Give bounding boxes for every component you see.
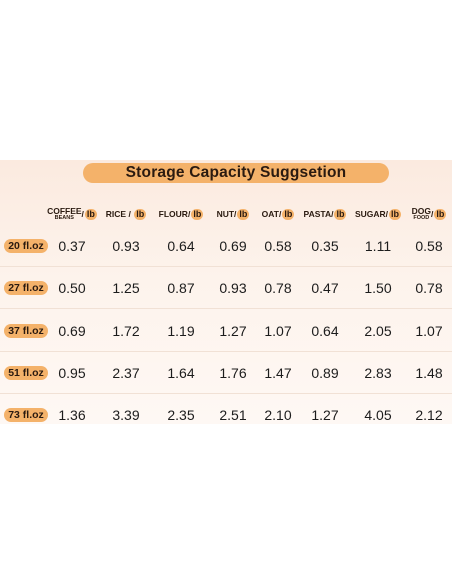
column-name: FLOUR — [158, 209, 188, 219]
table-cell: 2.83 — [364, 365, 392, 381]
size-label: 37 fl.oz — [4, 324, 48, 338]
table-cell: 0.47 — [311, 280, 339, 296]
table-cell: 1.64 — [167, 365, 195, 381]
size-label: 73 fl.oz — [4, 408, 48, 422]
table-cell: 0.78 — [415, 280, 443, 296]
column-name: COFFEE BEANS — [47, 207, 81, 221]
table-cell: 0.64 — [311, 323, 339, 339]
table-cell: 0.35 — [311, 238, 339, 254]
column-separator: / — [187, 209, 191, 219]
table-cell: 0.37 — [58, 238, 86, 254]
column-header-flour: FLOUR / lb — [154, 200, 208, 228]
table-cell: 0.50 — [58, 280, 86, 296]
storage-table-panel — [0, 160, 452, 424]
table-cell: 2.10 — [264, 407, 292, 423]
table-cell: 0.93 — [219, 280, 247, 296]
row-divider — [0, 351, 452, 352]
column-separator: / — [278, 209, 282, 219]
column-name-main: COFFEE — [47, 206, 82, 216]
table-cell: 1.48 — [415, 365, 443, 381]
table-cell: 1.27 — [219, 323, 247, 339]
size-label: 20 fl.oz — [4, 239, 48, 253]
unit-badge: lb — [237, 208, 250, 220]
column-separator: / — [385, 209, 389, 219]
column-name-main: DOG — [411, 206, 431, 216]
table-cell: 1.47 — [264, 365, 292, 381]
size-label: 27 fl.oz — [4, 281, 48, 295]
table-cell: 2.12 — [415, 407, 443, 423]
column-name: PASTA — [303, 209, 332, 219]
table-cell: 0.93 — [112, 238, 140, 254]
table-cell: 3.39 — [112, 407, 140, 423]
size-label: 51 fl.oz — [4, 366, 48, 380]
table-cell: 1.11 — [364, 238, 392, 254]
column-name: RICE — [105, 209, 127, 219]
column-separator: / — [331, 209, 334, 219]
unit-badge: lb — [191, 208, 204, 220]
table-cell: 0.58 — [264, 238, 292, 254]
column-header-oat: OAT / lb — [256, 200, 300, 228]
row-divider — [0, 266, 452, 267]
column-name: SUGAR — [354, 209, 386, 219]
unit-badge: lb — [282, 208, 295, 220]
column-header-nut: NUT / lb — [210, 200, 256, 228]
column-separator: / — [81, 209, 84, 219]
column-header-rice: RICE / lb — [101, 200, 151, 228]
table-cell: 0.78 — [264, 280, 292, 296]
table-title: Storage Capacity Suggsetion — [83, 163, 389, 183]
table-cell: 1.36 — [58, 407, 86, 423]
table-cell: 2.35 — [167, 407, 195, 423]
table-cell: 0.89 — [311, 365, 339, 381]
column-name: DOG FOOD — [412, 207, 431, 221]
column-header-coffee: COFFEE BEANS / lb — [44, 200, 100, 228]
table-cell: 4.05 — [364, 407, 392, 423]
table-cell: 1.72 — [112, 323, 140, 339]
table-cell: 2.51 — [219, 407, 247, 423]
column-name: OAT — [261, 209, 279, 219]
table-row: 51 fl.oz 0.95 2.37 1.64 1.76 1.47 0.89 2.83 1.48 — [0, 352, 452, 394]
unit-badge: lb — [334, 208, 347, 220]
column-header-dog: DOG FOOD / lb — [409, 200, 449, 228]
row-divider — [0, 308, 452, 309]
table-cell: 0.64 — [167, 238, 195, 254]
table-cell: 1.07 — [415, 323, 443, 339]
column-name-sub: FOOD — [413, 215, 430, 221]
table-cell: 2.37 — [112, 365, 140, 381]
table-cell: 0.69 — [58, 323, 86, 339]
column-separator: / — [126, 209, 134, 219]
table-cell: 0.95 — [58, 365, 86, 381]
table-cell: 1.76 — [219, 365, 247, 381]
table-row: 27 fl.oz 0.50 1.25 0.87 0.93 0.78 0.47 1.50 0.78 — [0, 267, 452, 309]
table-cell: 1.27 — [311, 407, 339, 423]
column-header-pasta: PASTA / lb — [300, 200, 350, 228]
table-cell: 2.05 — [364, 323, 392, 339]
table-row: 37 fl.oz 0.69 1.72 1.19 1.27 1.07 0.64 2.05 1.07 — [0, 310, 452, 352]
table-cell: 0.69 — [219, 238, 247, 254]
table-cell: 1.50 — [364, 280, 392, 296]
table-cell: 1.07 — [264, 323, 292, 339]
unit-badge: lb — [389, 208, 402, 220]
unit-badge: lb — [84, 208, 97, 220]
row-divider — [0, 393, 452, 394]
column-header-sugar: SUGAR / lb — [352, 200, 404, 228]
table-row: 73 fl.oz 1.36 3.39 2.35 2.51 2.10 1.27 4.05 2.12 — [0, 394, 452, 436]
unit-badge: lb — [134, 208, 147, 220]
table-row: 20 fl.oz 0.37 0.93 0.64 0.69 0.58 0.35 1.11 0.58 — [0, 225, 452, 267]
column-separator: / — [234, 209, 237, 219]
column-name-sub: BEANS — [54, 215, 74, 221]
table-cell: 0.87 — [167, 280, 195, 296]
table-cell: 0.58 — [415, 238, 443, 254]
table-cell: 1.25 — [112, 280, 140, 296]
column-separator: / — [431, 209, 434, 219]
column-name: NUT — [216, 209, 235, 219]
table-cell: 1.19 — [167, 323, 195, 339]
column-header-row: COFFEE BEANS / lb RICE / lb FLOUR / lb NUT / lb OAT… — [0, 200, 452, 228]
unit-badge: lb — [434, 208, 447, 220]
